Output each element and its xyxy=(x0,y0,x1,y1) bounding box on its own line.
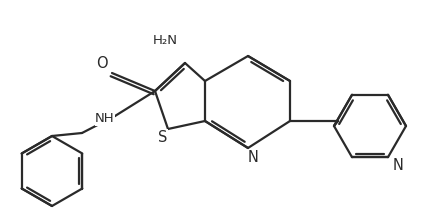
Text: NH: NH xyxy=(95,112,115,126)
Text: H₂N: H₂N xyxy=(153,34,178,48)
Text: N: N xyxy=(248,151,259,166)
Text: S: S xyxy=(158,130,168,145)
Text: N: N xyxy=(393,158,403,173)
Text: O: O xyxy=(96,55,108,70)
